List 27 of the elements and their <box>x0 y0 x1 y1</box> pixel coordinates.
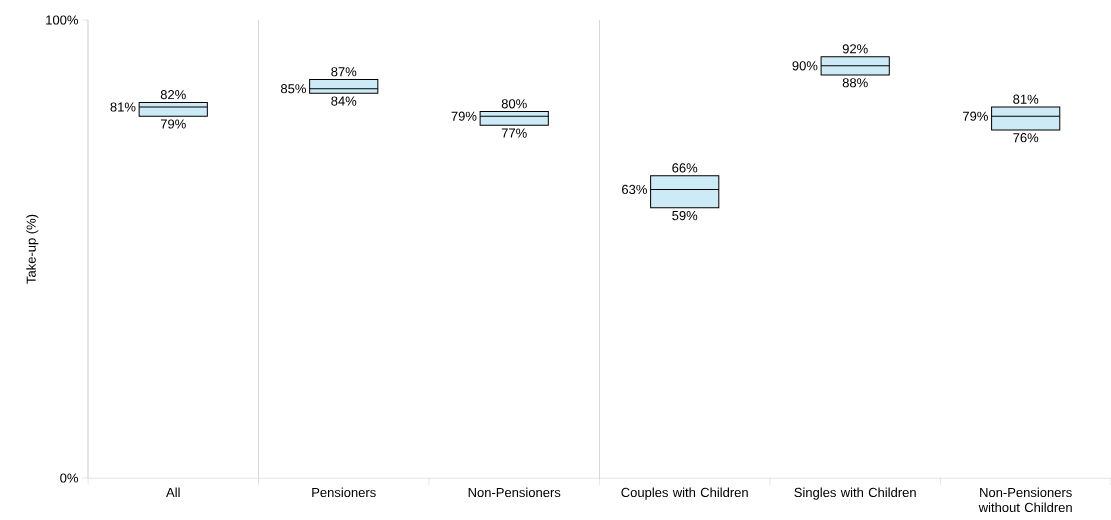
annotation: 63% <box>622 184 647 195</box>
annotation: 76% <box>1013 133 1039 143</box>
annotation: 92% <box>842 44 868 54</box>
annotation: 77% <box>501 128 527 138</box>
x-tick-label: Couples with Children <box>621 487 748 500</box>
annotation: 59% <box>672 210 698 221</box>
y-tick-label: 0% <box>60 473 79 483</box>
annotation: 80% <box>501 99 527 109</box>
x-tick-label: Non-Pensioners without Children <box>978 487 1072 513</box>
annotation: 82% <box>160 90 186 100</box>
x-tick-label: All <box>166 487 180 497</box>
annotation: 79% <box>963 111 988 121</box>
annotation: 90% <box>792 61 818 71</box>
annotation: 85% <box>280 84 306 94</box>
annotation: 84% <box>331 96 357 106</box>
annotation: 66% <box>672 163 698 173</box>
y-tick-label: 100% <box>46 15 79 25</box>
annotation: 81% <box>110 102 136 112</box>
annotation: 81% <box>1013 94 1039 104</box>
annotation: 87% <box>331 67 357 77</box>
annotation: 79% <box>160 119 186 129</box>
x-tick-label: Non-Pensioners <box>468 487 561 498</box>
y-axis-title: Take-up (%) <box>26 214 39 284</box>
annotation: 79% <box>451 111 477 121</box>
annotation: 88% <box>842 78 868 88</box>
x-tick-label: Pensioners <box>312 487 376 498</box>
x-tick-label: Singles with Children <box>794 487 916 500</box>
